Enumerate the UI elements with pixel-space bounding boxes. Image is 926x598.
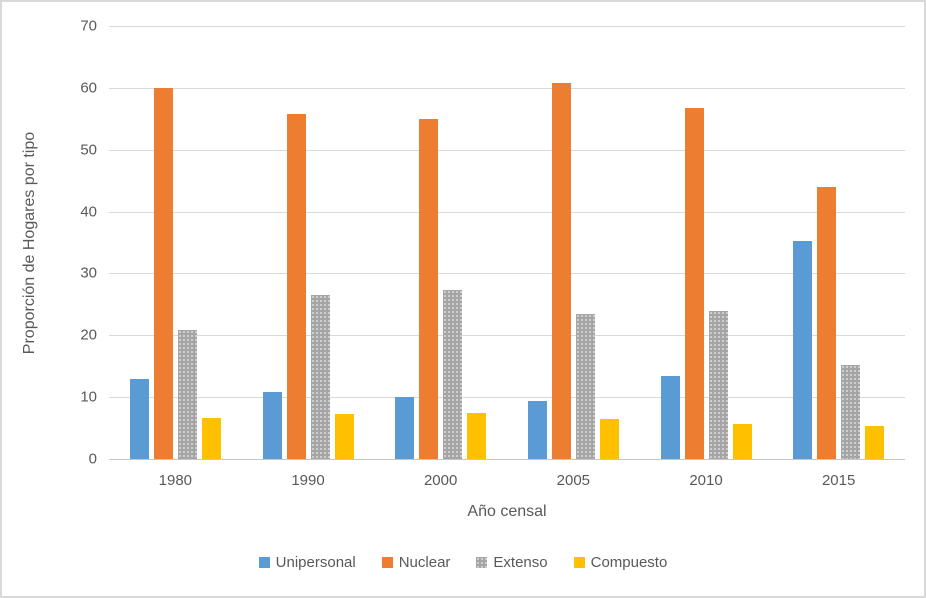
bar-extenso-2010[interactable] [708, 310, 728, 459]
bar-extenso-2015[interactable] [841, 364, 861, 459]
legend-label: Extenso [493, 554, 548, 571]
bar-extenso-1990[interactable] [310, 295, 330, 459]
legend-item-extenso[interactable]: Extenso [476, 554, 548, 571]
bar-nuclear-1990[interactable] [286, 114, 306, 459]
bar-compuesto-2005[interactable] [599, 419, 619, 459]
bar-nuclear-2000[interactable] [419, 118, 439, 459]
bar-compuesto-1990[interactable] [334, 413, 354, 459]
bar-extenso-2005[interactable] [575, 314, 595, 459]
x-tick-label-2005: 2005 [556, 472, 591, 489]
bar-compuesto-2000[interactable] [467, 413, 487, 459]
legend: Unipersonal Nuclear Extenso Compuesto [2, 554, 924, 571]
bar-compuesto-2010[interactable] [732, 424, 752, 459]
plot-area [109, 26, 905, 460]
gridline-60 [109, 87, 905, 89]
x-tick-label-2000: 2000 [423, 472, 458, 489]
gridline-10 [109, 397, 905, 399]
x-tick-label-1980: 1980 [158, 472, 193, 489]
x-tick-label-2010: 2010 [689, 472, 723, 489]
y-tick-label: 30 [80, 264, 97, 282]
legend-swatch-nuclear [381, 557, 393, 568]
bar-nuclear-2005[interactable] [551, 82, 571, 459]
y-tick-label: 70 [80, 17, 97, 35]
bar-unipersonal-2010[interactable] [660, 376, 680, 459]
legend-label: Compuesto [590, 554, 668, 571]
legend-item-compuesto[interactable]: Compuesto [573, 554, 668, 571]
legend-swatch-unipersonal [258, 557, 270, 568]
y-tick-label: 40 [80, 203, 97, 221]
legend-item-unipersonal[interactable]: Unipersonal [258, 554, 356, 571]
legend-swatch-compuesto [573, 557, 585, 568]
bar-nuclear-2015[interactable] [817, 186, 837, 459]
gridline-70 [109, 26, 905, 27]
gridline-30 [109, 273, 905, 275]
x-tick-label-2015: 2015 [821, 472, 856, 489]
legend-swatch-extenso [476, 557, 488, 568]
bar-compuesto-2015[interactable] [865, 425, 885, 459]
bar-unipersonal-1980[interactable] [129, 379, 149, 459]
gridline-20 [109, 335, 905, 337]
bar-unipersonal-2005[interactable] [527, 401, 547, 459]
legend-label: Unipersonal [275, 554, 356, 571]
y-tick-label: 10 [80, 388, 97, 406]
bar-nuclear-1980[interactable] [153, 88, 173, 459]
bar-unipersonal-1990[interactable] [262, 392, 282, 459]
bar-compuesto-1980[interactable] [201, 418, 221, 459]
x-axis-title: Año censal [467, 503, 547, 520]
y-tick-label: 20 [80, 326, 97, 344]
bar-nuclear-2010[interactable] [684, 107, 704, 459]
legend-item-nuclear[interactable]: Nuclear [381, 554, 451, 571]
legend-label: Nuclear [398, 554, 451, 571]
bar-extenso-1980[interactable] [177, 330, 197, 459]
x-tick-label-1990: 1990 [291, 472, 325, 489]
bar-unipersonal-2015[interactable] [793, 240, 813, 459]
bar-unipersonal-2000[interactable] [395, 396, 415, 459]
bar-extenso-2000[interactable] [443, 289, 463, 459]
y-axis-title: Proporción de Hogares por tipo [21, 131, 38, 355]
y-tick-label: 0 [88, 450, 97, 468]
y-tick-label: 50 [80, 141, 97, 159]
gridline-0 [109, 459, 905, 460]
gridline-40 [109, 211, 905, 213]
gridline-50 [109, 149, 905, 151]
y-tick-label: 60 [80, 79, 97, 97]
